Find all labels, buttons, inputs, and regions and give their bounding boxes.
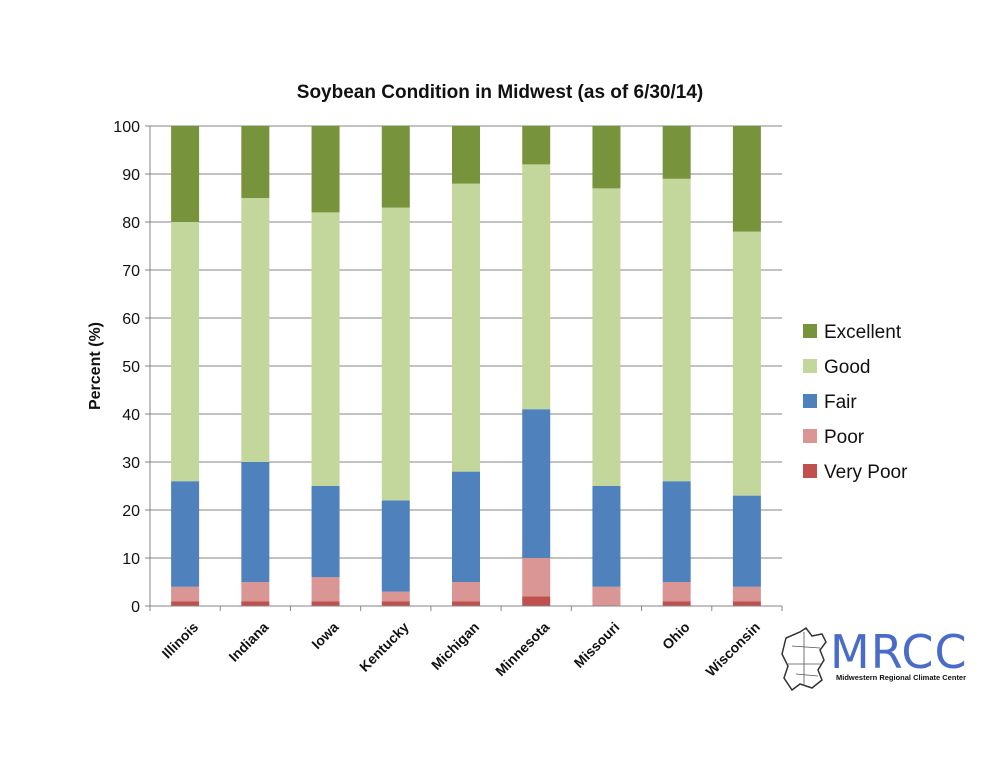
x-tick-label: Ohio — [659, 619, 693, 653]
bar-poor-illinois — [171, 586, 200, 602]
bar-fair-kentucky — [381, 500, 410, 592]
legend-label-very-poor: Very Poor — [824, 462, 908, 483]
bar-excellent-illinois — [171, 126, 200, 222]
bar-good-indiana — [241, 198, 270, 462]
bar-excellent-michigan — [452, 126, 480, 184]
y-tick-label: 0 — [131, 599, 140, 616]
legend-swatch-poor — [803, 429, 817, 443]
y-tick-label: 100 — [113, 119, 140, 136]
bar-fair-indiana — [241, 462, 270, 582]
y-tick-label: 20 — [122, 503, 140, 520]
bar-very-poor-ohio — [662, 601, 691, 606]
bar-excellent-kentucky — [381, 126, 410, 208]
bar-very-poor-kentucky — [381, 601, 410, 606]
bar-fair-wisconsin — [732, 495, 761, 587]
legend-swatch-fair — [803, 394, 817, 408]
bar-excellent-missouri — [592, 126, 621, 189]
bar-excellent-wisconsin — [732, 126, 761, 232]
bar-poor-missouri — [592, 586, 621, 606]
x-tick-label: Michigan — [428, 619, 482, 673]
bar-excellent-iowa — [311, 126, 340, 213]
bar-fair-minnesota — [522, 409, 551, 558]
bar-good-kentucky — [381, 207, 410, 501]
legend-label-good: Good — [824, 357, 870, 378]
bar-poor-michigan — [452, 582, 480, 602]
legend-swatch-very-poor — [803, 464, 817, 478]
bar-good-iowa — [311, 212, 340, 486]
bar-good-wisconsin — [732, 231, 761, 496]
bars — [171, 126, 761, 606]
midwest-map-borders — [786, 632, 822, 686]
y-tick-label: 10 — [122, 551, 140, 568]
bar-fair-iowa — [311, 486, 340, 578]
bar-excellent-indiana — [241, 126, 270, 198]
bar-very-poor-illinois — [171, 601, 200, 606]
bar-very-poor-wisconsin — [732, 601, 761, 606]
bar-good-ohio — [662, 178, 691, 482]
bar-poor-ohio — [662, 582, 691, 602]
bar-very-poor-indiana — [241, 601, 270, 606]
legend-label-excellent: Excellent — [824, 322, 902, 343]
bar-good-missouri — [592, 188, 621, 486]
bar-excellent-minnesota — [522, 126, 551, 165]
bar-fair-ohio — [662, 481, 691, 582]
chart-title: Soybean Condition in Midwest (as of 6/30… — [297, 82, 703, 103]
logo-name: MRCC — [830, 625, 968, 679]
bar-good-michigan — [452, 183, 480, 472]
bar-fair-michigan — [452, 471, 480, 582]
bar-poor-minnesota — [522, 558, 551, 597]
bar-poor-kentucky — [381, 591, 410, 602]
legend-swatch-good — [803, 359, 817, 373]
bar-poor-iowa — [311, 577, 340, 602]
bar-good-illinois — [171, 222, 200, 482]
y-tick-label: 40 — [122, 407, 140, 424]
x-tick-label: Iowa — [308, 619, 341, 652]
x-tick-label: Missouri — [571, 619, 623, 671]
bar-good-minnesota — [522, 164, 551, 410]
y-tick-label: 50 — [122, 359, 140, 376]
mrcc-logo: MRCC Midwestern Regional Climate Center — [781, 625, 968, 692]
x-tick-label: Kentucky — [356, 619, 412, 675]
y-axis-label: Percent (%) — [87, 322, 104, 410]
bar-excellent-ohio — [662, 126, 691, 179]
legend-label-fair: Fair — [824, 392, 857, 413]
y-tick-label: 80 — [122, 215, 140, 232]
legend-swatch-excellent — [803, 324, 817, 338]
y-tick-label: 70 — [122, 263, 140, 280]
x-tick-label: Indiana — [225, 619, 271, 665]
bar-fair-illinois — [171, 481, 200, 587]
y-tick-label: 90 — [122, 167, 140, 184]
x-tick-label: Wisconsin — [702, 619, 763, 680]
bar-very-poor-minnesota — [522, 596, 551, 606]
x-tick-label: Illinois — [159, 619, 202, 662]
legend-label-poor: Poor — [824, 427, 865, 448]
legend: Excellent Good Fair Poor Very Poor — [803, 322, 908, 483]
bar-poor-indiana — [241, 582, 270, 602]
y-tick-label: 60 — [122, 311, 140, 328]
bar-poor-wisconsin — [732, 586, 761, 602]
bar-fair-missouri — [592, 486, 621, 587]
x-tick-label: Minnesota — [492, 619, 552, 679]
y-tick-label: 30 — [122, 455, 140, 472]
logo-subtitle: Midwestern Regional Climate Center — [836, 673, 966, 682]
bar-very-poor-michigan — [452, 601, 480, 606]
bar-very-poor-iowa — [311, 601, 340, 606]
